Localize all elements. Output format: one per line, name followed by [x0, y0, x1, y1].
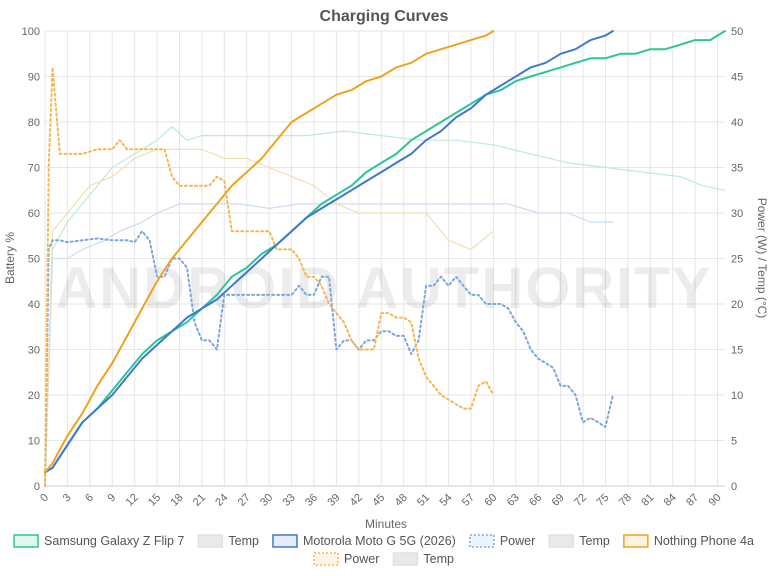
- x-tick-label: 63: [505, 492, 522, 509]
- x-axis-label: Minutes: [365, 517, 407, 531]
- legend-item[interactable]: Motorola Moto G 5G (2026): [272, 534, 456, 548]
- x-tick-label: 48: [393, 492, 410, 509]
- legend-item[interactable]: Nothing Phone 4a: [623, 534, 754, 548]
- x-tick-label: 60: [482, 492, 499, 509]
- y-tick-label: 20: [28, 390, 40, 402]
- x-tick-label: 18: [168, 492, 185, 509]
- legend-label: Temp: [228, 534, 259, 548]
- legend-swatch: [392, 552, 419, 566]
- y-tick-label: 60: [28, 208, 40, 220]
- legend-swatch: [272, 534, 298, 548]
- y2-tick-label: 35: [731, 163, 743, 175]
- legend-swatch: [313, 552, 339, 566]
- watermark: ANDROID AUTHORITY: [56, 256, 713, 321]
- series-line-power-3: [44, 230, 614, 487]
- y-tick-label: 100: [22, 26, 40, 38]
- x-tick-label: 27: [236, 492, 253, 509]
- legend-label: Samsung Galaxy Z Flip 7: [44, 534, 184, 548]
- series-line-battery-0: [44, 30, 726, 474]
- x-tick-label: 0: [38, 492, 51, 505]
- series-line-temp-1: [44, 126, 726, 487]
- legend-swatch: [548, 534, 575, 548]
- x-tick-label: 15: [146, 492, 163, 509]
- y2-tick-label: 45: [731, 72, 743, 84]
- x-tick-label: 51: [415, 492, 432, 509]
- x-tick-label: 81: [639, 492, 656, 509]
- x-tick-label: 42: [348, 492, 365, 509]
- y-tick-label: 90: [28, 72, 40, 84]
- y2-tick-label: 0: [731, 481, 737, 493]
- y2-tick-label: 40: [731, 117, 743, 129]
- y-axis-label: Battery %: [3, 232, 17, 284]
- x-tick-label: 87: [684, 492, 701, 509]
- legend-label: Temp: [423, 552, 454, 566]
- series-line-battery-2: [44, 30, 614, 474]
- y-tick-label: 70: [28, 163, 40, 175]
- y-tick-label: 10: [28, 436, 40, 448]
- y-tick-label: 30: [28, 345, 40, 357]
- legend-item[interactable]: Temp: [197, 534, 259, 548]
- y-tick-label: 50: [28, 254, 40, 266]
- y2-tick-label: 50: [731, 26, 743, 38]
- x-tick-label: 78: [617, 492, 634, 509]
- legend-label: Nothing Phone 4a: [654, 534, 754, 548]
- x-tick-label: 75: [594, 492, 611, 509]
- x-tick-label: 6: [83, 492, 96, 505]
- y-tick-label: 40: [28, 299, 40, 311]
- y2-tick-label: 20: [731, 299, 743, 311]
- x-tick-label: 36: [303, 492, 320, 509]
- x-tick-label: 9: [106, 492, 119, 505]
- y2-tick-label: 30: [731, 208, 743, 220]
- legend-swatch: [13, 534, 39, 548]
- y2-tick-label: 10: [731, 390, 743, 402]
- x-tick-label: 69: [550, 492, 567, 509]
- series-line-battery-5: [44, 30, 495, 474]
- legend: Samsung Galaxy Z Flip 7 Temp Motorola Moto…: [13, 534, 754, 566]
- y2-tick-label: 15: [731, 345, 743, 357]
- series-line-power-6: [44, 66, 495, 487]
- legend-label: Power: [500, 534, 535, 548]
- x-tick-label: 33: [281, 492, 298, 509]
- x-tick-label: 90: [707, 492, 724, 509]
- legend-item[interactable]: Power: [313, 552, 379, 566]
- x-tick-label: 72: [572, 492, 589, 509]
- y-tick-label: 0: [34, 481, 40, 493]
- series-layer: [44, 30, 726, 487]
- legend-label: Temp: [579, 534, 610, 548]
- x-tick-label: 84: [662, 492, 679, 509]
- chart-title: Charging Curves: [320, 8, 449, 25]
- x-tick-label: 21: [191, 492, 208, 509]
- legend-item[interactable]: Temp: [548, 534, 610, 548]
- y2-axis-label: Power (W) / Temp (°C): [755, 198, 768, 319]
- legend-label: Motorola Moto G 5G (2026): [303, 534, 456, 548]
- x-tick-label: 54: [437, 492, 454, 509]
- x-tick-label: 45: [370, 492, 387, 509]
- series-line-temp-4: [44, 203, 614, 487]
- x-tick-label: 39: [325, 492, 342, 509]
- legend-swatch: [469, 534, 495, 548]
- legend-label: Power: [344, 552, 379, 566]
- x-tick-label: 12: [124, 492, 141, 509]
- y2-tick-label: 25: [731, 254, 743, 266]
- legend-item[interactable]: Samsung Galaxy Z Flip 7: [13, 534, 184, 548]
- y2-tick-label: 5: [731, 436, 737, 448]
- legend-item[interactable]: Temp: [392, 552, 454, 566]
- x-tick-label: 66: [527, 492, 544, 509]
- x-tick-label: 24: [213, 492, 230, 509]
- x-tick-label: 30: [258, 492, 275, 509]
- x-tick-label: 57: [460, 492, 477, 509]
- y-tick-label: 80: [28, 117, 40, 129]
- legend-swatch: [197, 534, 224, 548]
- legend-swatch: [623, 534, 649, 548]
- legend-item[interactable]: Power: [469, 534, 535, 548]
- x-tick-label: 3: [61, 492, 74, 505]
